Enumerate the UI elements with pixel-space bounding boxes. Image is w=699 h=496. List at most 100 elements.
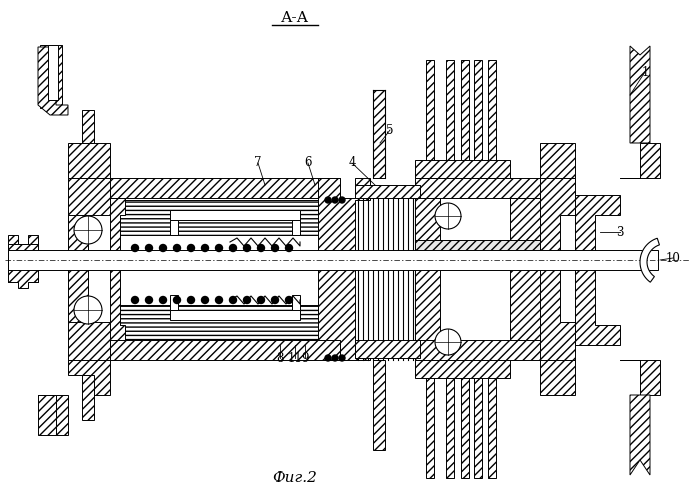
Text: 1: 1 [641,65,649,78]
Circle shape [435,203,461,229]
Polygon shape [8,244,38,282]
Bar [82,375,94,420]
Circle shape [187,297,194,304]
Polygon shape [38,395,68,435]
Bar [446,60,454,178]
Circle shape [173,245,180,251]
Bar [292,220,300,235]
Polygon shape [120,200,318,235]
Circle shape [229,297,236,304]
Text: 11: 11 [287,352,303,365]
Text: 4: 4 [348,157,356,170]
Bar [488,360,496,478]
Polygon shape [620,143,660,178]
Circle shape [243,245,250,251]
Polygon shape [38,395,56,435]
Circle shape [332,355,338,361]
Circle shape [325,355,331,361]
Polygon shape [640,238,659,282]
Polygon shape [415,160,510,178]
Circle shape [187,245,194,251]
Polygon shape [68,178,110,360]
Circle shape [339,355,345,361]
Bar [373,360,385,450]
Circle shape [159,297,166,304]
Polygon shape [28,235,38,244]
Polygon shape [68,143,110,178]
Bar [373,90,385,178]
Circle shape [339,197,345,203]
Circle shape [215,297,222,304]
Polygon shape [48,45,58,100]
Circle shape [145,297,152,304]
Circle shape [285,245,292,251]
Bar [8,275,20,282]
Polygon shape [540,178,575,360]
Bar [355,185,420,198]
Text: А-А: А-А [281,11,309,25]
Bar [461,60,469,178]
Bar [170,310,300,320]
Polygon shape [415,340,540,360]
Circle shape [285,297,292,304]
Polygon shape [415,360,510,378]
Circle shape [201,297,208,304]
Polygon shape [68,360,110,395]
Polygon shape [540,360,575,395]
Polygon shape [110,178,340,198]
Circle shape [229,245,236,251]
Bar [474,360,482,478]
Text: 7: 7 [254,157,261,170]
Text: 9: 9 [301,352,309,365]
Polygon shape [630,46,650,143]
Circle shape [243,297,250,304]
Bar [8,250,658,270]
Bar [170,295,178,310]
Bar [426,60,434,178]
Bar [446,360,454,478]
Circle shape [74,296,102,324]
Circle shape [271,297,278,304]
Circle shape [332,197,338,203]
Bar [170,220,178,235]
Bar [415,240,540,258]
Bar [292,295,300,310]
Text: Фиг.2: Фиг.2 [273,471,317,485]
Text: 5: 5 [387,124,394,136]
Bar [426,360,434,478]
Bar [8,244,20,252]
Bar [415,240,540,258]
Bar [461,360,469,478]
Circle shape [325,197,331,203]
Polygon shape [575,195,620,345]
Polygon shape [510,198,540,340]
Polygon shape [415,198,440,340]
Circle shape [145,245,152,251]
Circle shape [173,297,180,304]
Bar [474,60,482,178]
Bar [355,340,420,358]
Text: 3: 3 [617,226,624,239]
Polygon shape [120,305,318,340]
Bar [20,244,38,282]
Circle shape [257,245,264,251]
Polygon shape [8,235,18,244]
Text: 10: 10 [665,251,680,264]
Bar [170,210,300,220]
Text: 6: 6 [304,157,312,170]
Circle shape [131,297,138,304]
Polygon shape [8,244,38,288]
Circle shape [131,245,138,251]
Bar [8,244,38,282]
Circle shape [74,216,102,244]
Polygon shape [415,178,540,198]
Polygon shape [540,143,575,178]
Circle shape [435,329,461,355]
Polygon shape [318,178,370,360]
Circle shape [215,245,222,251]
Polygon shape [630,395,650,475]
Bar [488,60,496,178]
Circle shape [271,245,278,251]
Circle shape [257,297,264,304]
Polygon shape [620,360,660,395]
